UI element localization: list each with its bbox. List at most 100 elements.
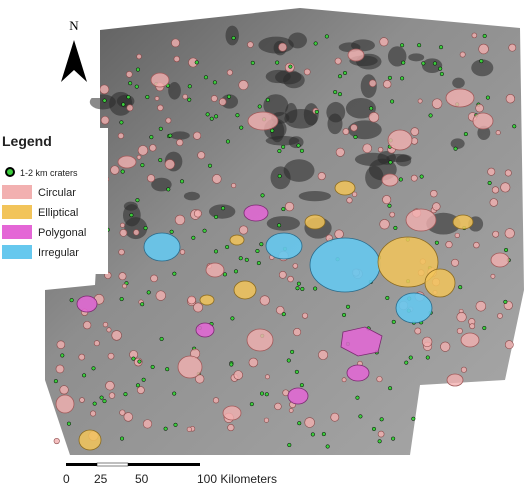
small-crater bbox=[131, 356, 136, 361]
small-crater bbox=[99, 395, 104, 400]
circular-crater bbox=[247, 41, 254, 48]
small-crater bbox=[290, 349, 295, 354]
small-crater bbox=[129, 213, 134, 218]
circular-crater bbox=[303, 68, 311, 76]
circular-crater bbox=[368, 79, 377, 88]
small-crater bbox=[135, 67, 141, 72]
small-crater bbox=[337, 92, 343, 97]
small-crater bbox=[439, 71, 444, 77]
small-crater bbox=[230, 316, 235, 321]
circular-crater bbox=[490, 273, 496, 279]
small-crater bbox=[310, 432, 315, 437]
small-crater bbox=[134, 84, 139, 89]
small-crater bbox=[225, 139, 231, 144]
circular-crater bbox=[90, 410, 97, 417]
circular-crater bbox=[195, 374, 205, 384]
small-crater bbox=[140, 163, 145, 168]
circular-crater bbox=[504, 169, 512, 177]
small-crater bbox=[244, 257, 249, 262]
circular-crater bbox=[504, 228, 515, 239]
scale-bar: 0 25 50 100 Kilometers bbox=[63, 462, 277, 486]
small-crater bbox=[214, 114, 219, 119]
shadow bbox=[327, 113, 343, 135]
circular-crater bbox=[263, 417, 269, 423]
circular-crater bbox=[341, 377, 347, 383]
circular-crater bbox=[383, 80, 392, 89]
circular-crater bbox=[218, 98, 227, 106]
circular-crater bbox=[193, 302, 204, 313]
small-crater bbox=[313, 286, 318, 291]
small-crater bbox=[333, 90, 338, 95]
circular-crater bbox=[157, 104, 164, 111]
small-crater bbox=[231, 35, 236, 41]
circular-crater bbox=[508, 43, 517, 52]
small-crater bbox=[135, 198, 140, 203]
small-crater bbox=[159, 336, 164, 342]
circular-crater bbox=[430, 189, 438, 198]
circular-crater bbox=[284, 202, 295, 212]
small-crater bbox=[482, 33, 487, 39]
circular-crater bbox=[460, 366, 467, 373]
small-crater bbox=[172, 391, 177, 396]
circular-crater bbox=[53, 438, 60, 445]
small-crater bbox=[150, 364, 155, 370]
circular-crater bbox=[182, 94, 188, 100]
legend-swatch bbox=[2, 205, 32, 219]
circular-crater bbox=[107, 352, 115, 360]
small-crater bbox=[60, 353, 65, 358]
circular-crater bbox=[410, 174, 418, 182]
circular-crater bbox=[136, 386, 145, 394]
small-crater bbox=[119, 436, 125, 441]
small-crater bbox=[166, 187, 171, 192]
small-crater bbox=[121, 102, 126, 107]
circular-crater bbox=[451, 258, 459, 267]
small-crater bbox=[277, 223, 282, 228]
circular-crater bbox=[79, 397, 85, 403]
small-crater bbox=[239, 125, 244, 130]
circular-crater bbox=[83, 321, 92, 330]
legend-label: Elliptical bbox=[38, 207, 78, 219]
small-crater bbox=[257, 104, 262, 109]
small-crater bbox=[393, 225, 398, 230]
small-crater bbox=[225, 244, 230, 250]
small-crater bbox=[270, 128, 275, 133]
north-arrow-icon bbox=[61, 40, 87, 82]
small-crater bbox=[69, 298, 74, 303]
circular-crater bbox=[125, 71, 133, 78]
scale-label: 25 bbox=[94, 472, 108, 486]
circular-crater bbox=[155, 290, 166, 301]
small-crater bbox=[229, 362, 234, 367]
small-crater bbox=[337, 74, 343, 79]
small-crater bbox=[411, 416, 416, 421]
small-crater bbox=[91, 366, 96, 371]
circular-crater bbox=[165, 117, 172, 124]
circular-crater bbox=[334, 57, 342, 65]
small-crater bbox=[265, 97, 270, 103]
shadow bbox=[109, 91, 133, 116]
small-crater bbox=[213, 249, 219, 254]
circular-crater bbox=[445, 241, 453, 249]
circular-crater bbox=[362, 143, 372, 154]
circular-crater bbox=[379, 219, 390, 230]
circular-crater bbox=[376, 376, 383, 383]
circular-crater bbox=[174, 214, 186, 226]
scale-label: 0 bbox=[63, 472, 70, 486]
small-crater bbox=[391, 319, 396, 324]
circular-crater bbox=[473, 241, 480, 249]
small-crater bbox=[294, 369, 299, 374]
small-crater bbox=[342, 70, 348, 76]
circular-crater bbox=[193, 131, 202, 140]
circular-crater bbox=[335, 147, 345, 157]
circular-crater bbox=[487, 167, 496, 176]
small-crater bbox=[408, 355, 413, 360]
legend-swatch bbox=[2, 225, 32, 239]
small-crater bbox=[264, 392, 269, 397]
circular-crater bbox=[440, 341, 451, 352]
small-crater bbox=[458, 285, 463, 290]
mapped-craters bbox=[55, 48, 510, 451]
circular-crater bbox=[379, 37, 389, 47]
circular-crater bbox=[259, 295, 270, 306]
circular-crater bbox=[489, 198, 498, 207]
scale-bar-segment bbox=[66, 463, 97, 466]
circular-crater bbox=[478, 43, 489, 55]
